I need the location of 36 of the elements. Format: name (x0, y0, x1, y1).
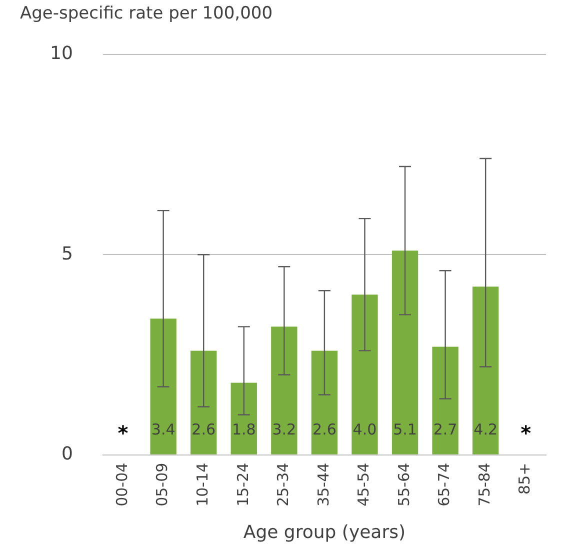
data-label: 4.0 (352, 420, 377, 439)
y-axis-title: Age-specific rate per 100,000 (20, 4, 273, 24)
x-tick-label: 75-84 (475, 462, 494, 506)
x-axis-title: Age group (years) (243, 522, 406, 543)
x-tick-label: 00-04 (112, 462, 131, 506)
x-tick-label: 10-14 (194, 462, 212, 506)
bar (230, 382, 257, 454)
y-tick-label: 5 (61, 243, 73, 264)
data-label: 3.2 (272, 420, 296, 439)
bar (392, 250, 418, 454)
bar (190, 350, 217, 454)
data-label: 4.2 (474, 420, 498, 439)
x-tick-label: 05-09 (153, 462, 172, 506)
y-tick-label: 0 (61, 443, 73, 464)
bar (472, 286, 499, 454)
bar (150, 318, 176, 454)
bar (432, 346, 458, 454)
data-label: 5.1 (393, 420, 417, 439)
x-tick-label: 35-44 (314, 462, 332, 506)
x-tick-label: 85+ (516, 462, 534, 494)
data-label: 2.7 (433, 420, 458, 439)
x-tick-label: 25-34 (274, 462, 292, 506)
y-tick-label: 10 (50, 43, 73, 64)
bar (352, 294, 378, 454)
bar (311, 350, 338, 454)
annotation: * (520, 421, 532, 446)
data-label: 1.8 (232, 420, 256, 439)
data-label: 2.6 (312, 420, 336, 439)
bar (271, 326, 298, 454)
x-tick-label: 15-24 (234, 462, 252, 506)
data-label: 3.4 (151, 420, 176, 439)
data-label: 2.6 (192, 420, 216, 439)
annotation: * (118, 421, 129, 446)
x-tick-label: 55-64 (394, 462, 413, 506)
x-tick-label: 45-54 (354, 462, 373, 506)
x-tick-label: 65-74 (435, 462, 454, 506)
